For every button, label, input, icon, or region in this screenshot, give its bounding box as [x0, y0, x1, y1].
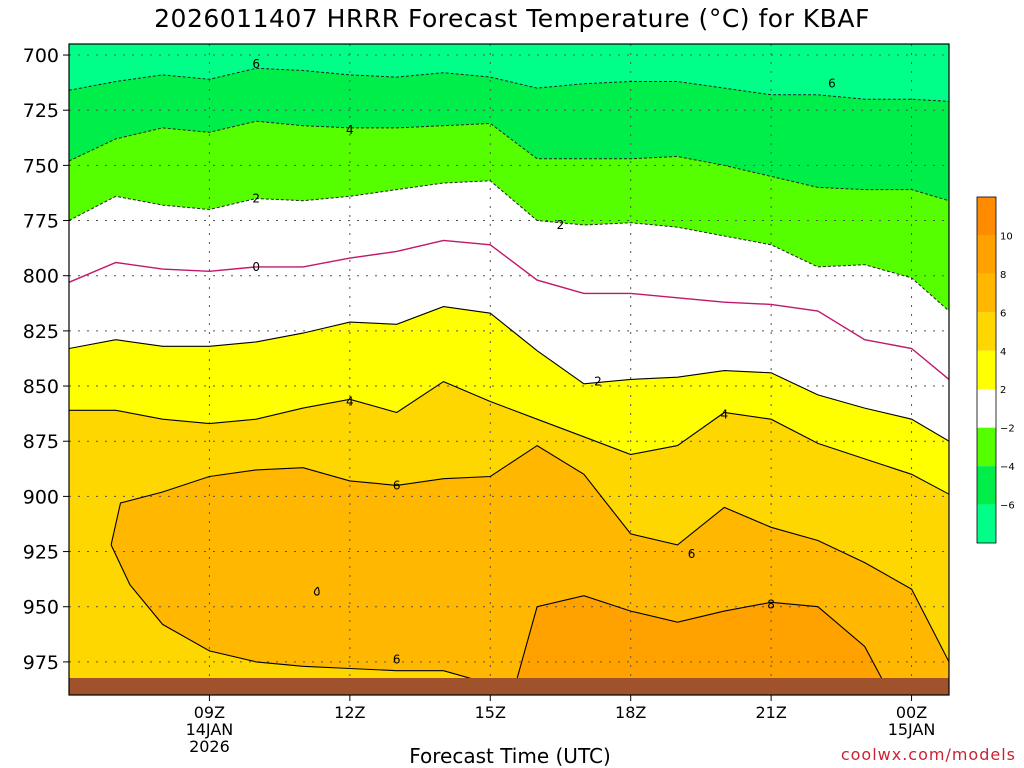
y-tick-label-875: 875: [23, 431, 59, 453]
colorbar-swatch-2: [977, 273, 996, 313]
y-tick-label-725: 725: [23, 100, 59, 122]
x-tick-label-15-0: 15Z: [475, 703, 506, 722]
y-tick-label-800: 800: [23, 266, 59, 288]
grid-layer: [69, 44, 949, 695]
contour-label-9: 6: [393, 478, 401, 492]
contour-label-2: 4: [346, 123, 354, 137]
contour-line-6-6: [110, 444, 949, 692]
contour-label-0: 6: [252, 57, 260, 71]
x-tick-label-24-1: 15JAN: [888, 720, 936, 739]
colorbar-label-5: −2: [1000, 424, 1015, 435]
contour-line-8-8: [513, 595, 884, 691]
contour-label-4: 2: [557, 218, 565, 232]
contour-label-10: 6: [688, 547, 696, 561]
x-tick-label-9-0: 09Z: [194, 703, 225, 722]
y-axis: 700 725 750 775 800 825 850 875 900 925 950 975: [23, 45, 69, 674]
colorbar-swatch-6: [977, 427, 996, 467]
y-tick-label-750: 750: [23, 155, 59, 177]
colorbar-label-4: 2: [1000, 385, 1006, 396]
colorbar-label-0: 10: [1000, 231, 1013, 242]
y-tick-label-925: 925: [23, 542, 59, 564]
colorbar-label-2: 6: [1000, 308, 1006, 319]
colorbar-swatch-4: [977, 350, 996, 390]
colorbar-frame: [976, 196, 997, 544]
contour-line--6-0: [69, 67, 949, 102]
y-tick-label-975: 975: [23, 652, 59, 674]
x-tick-label-12-0: 12Z: [334, 703, 365, 722]
x-tick-label-9-2: 2026: [189, 737, 230, 756]
plot-frame: [68, 43, 950, 696]
y-tick-label-700: 700: [23, 45, 59, 67]
contour-label-12: 8: [767, 598, 775, 612]
colorbar-label-6: −4: [1000, 462, 1015, 473]
x-axis-title: Forecast Time (UTC): [409, 744, 611, 768]
colorbar-swatch-0: [977, 197, 996, 236]
y-tick-label-900: 900: [23, 486, 59, 508]
contour-label-5: 0: [252, 260, 260, 274]
x-tick-label-18-0: 18Z: [615, 703, 646, 722]
band-8-to-10: [513, 595, 884, 691]
colorbar-label-3: 4: [1000, 347, 1006, 358]
colorbar-legend: 10 8 6 4 2 −2 −4 −6: [976, 196, 1015, 544]
y-tick-label-950: 950: [23, 597, 59, 619]
colorbar-swatch-8: [977, 504, 996, 543]
y-tick-label-850: 850: [23, 376, 59, 398]
contour-label-3: 2: [252, 191, 260, 205]
contour-line-0-3: [69, 239, 949, 380]
y-tick-label-825: 825: [23, 321, 59, 343]
contour-label-layer: 6 6 4 2 2 0 2 4 4 6 6 6 8: [252, 57, 836, 667]
contour-line-4-5: [69, 380, 949, 495]
colorbar-label-1: 8: [1000, 270, 1006, 281]
x-tick-label-24-0: 00Z: [896, 703, 927, 722]
band-below-minus6: [69, 44, 949, 102]
chart-title: 2026011407 HRRR Forecast Temperature (°C…: [154, 4, 870, 33]
colorbar-swatch-3: [977, 312, 996, 351]
contour-blip: [313, 586, 320, 596]
contour-line--2-2: [69, 180, 949, 312]
contour-label-8: 4: [720, 408, 728, 422]
x-tick-label-21-0: 21Z: [755, 703, 786, 722]
contour-label-6: 2: [594, 375, 602, 389]
colorbar-swatch-7: [977, 466, 996, 505]
ground-surface: [69, 678, 949, 695]
x-tick-label-9-1: 14JAN: [186, 720, 234, 739]
credit-text: coolwx.com/models: [840, 745, 1016, 764]
contour-line-2-4: [69, 306, 949, 442]
contour-fill-layer: [69, 44, 949, 695]
colorbar-label-7: −6: [1000, 501, 1015, 512]
contour-line-6-7: [110, 544, 496, 694]
contour-label-1: 6: [828, 77, 836, 91]
contour-label-7: 4: [346, 394, 354, 408]
y-tick-label-775: 775: [23, 211, 59, 233]
colorbar-swatch-5: [977, 389, 996, 428]
colorbar-swatch-1: [977, 235, 996, 274]
contour-label-11: 6: [393, 653, 401, 667]
contour-line-layer: [69, 67, 949, 694]
